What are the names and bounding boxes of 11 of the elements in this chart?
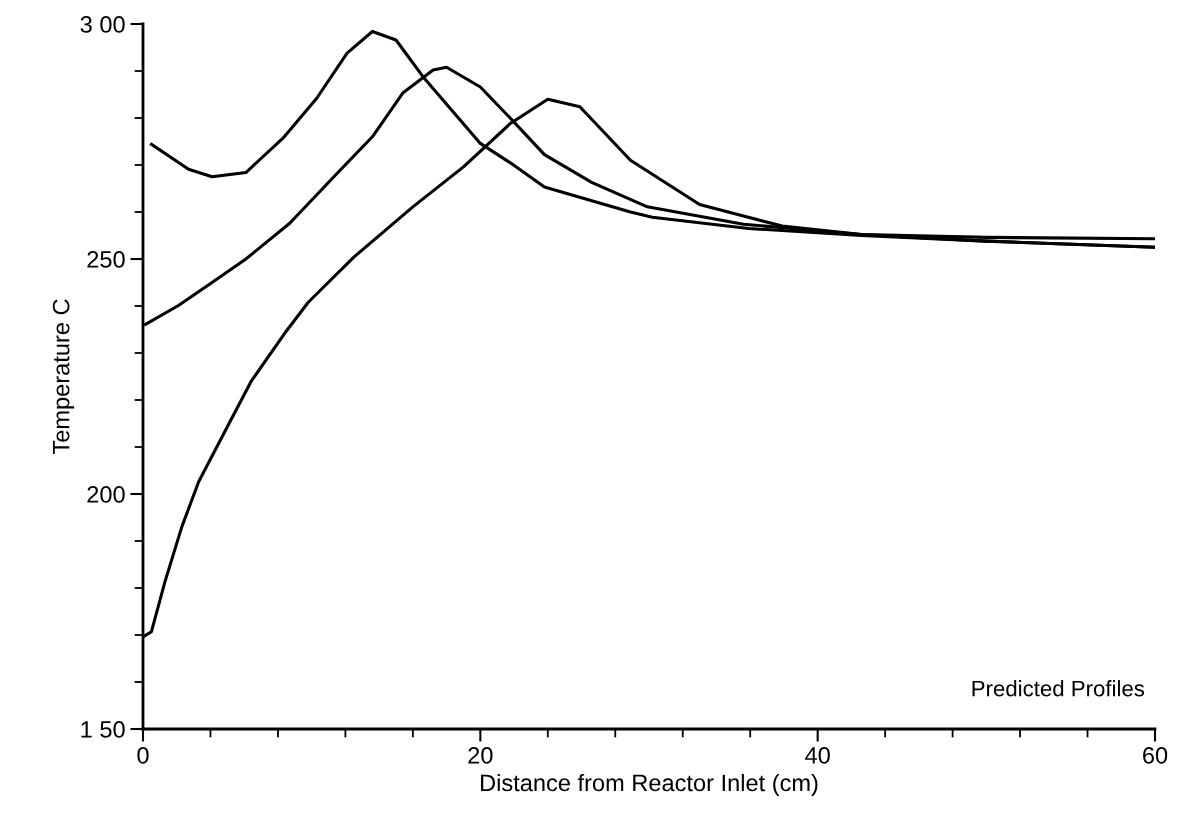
x-axis-title: Distance from Reactor Inlet (cm) (481, 773, 818, 796)
annotation: Predicted Profiles (972, 680, 1145, 697)
x-tick-label: 60 (1143, 746, 1168, 764)
x-tick-label: 40 (805, 746, 830, 764)
x-tick-label: 0 (137, 746, 149, 764)
y-tick-label: 1 50 (81, 721, 125, 738)
y-tick-label: 3 00 (80, 16, 125, 33)
y-tick-label: 200 (87, 486, 125, 503)
x-tick-label: 20 (468, 746, 493, 764)
y-axis-title: Temperature C (52, 299, 75, 455)
y-tick-label: 250 (87, 251, 125, 268)
